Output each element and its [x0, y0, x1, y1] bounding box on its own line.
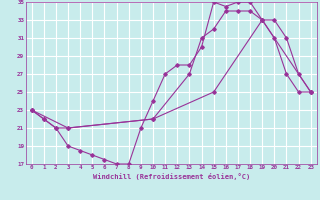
X-axis label: Windchill (Refroidissement éolien,°C): Windchill (Refroidissement éolien,°C) [92, 173, 250, 180]
